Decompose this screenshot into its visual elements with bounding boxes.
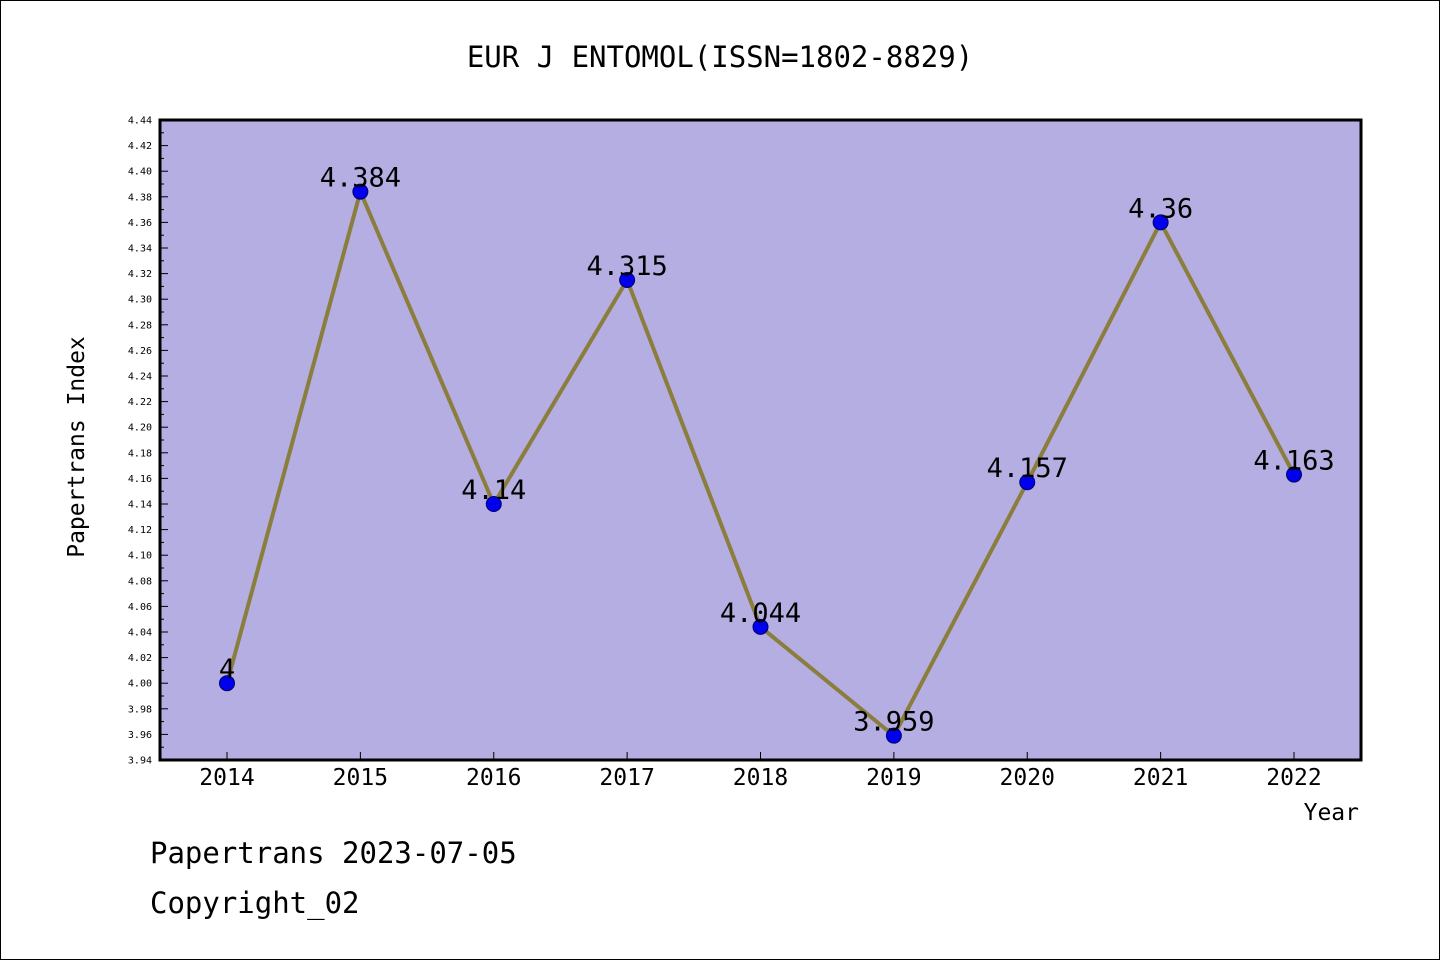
data-series: 4 4.384 4.14 4.315 4.044 3.959 4.157 4.36 4.163 <box>219 163 1335 744</box>
y-tick-label: 3.96 <box>128 730 152 741</box>
data-point <box>885 727 902 744</box>
y-tick-label: 4.08 <box>128 576 152 587</box>
x-tick-label: 2016 <box>466 765 521 791</box>
y-tick-label: 4.16 <box>128 474 152 485</box>
data-label: 4.384 <box>320 163 401 194</box>
x-axis-title: Year <box>1304 800 1359 826</box>
y-tick-label: 4.04 <box>128 628 152 639</box>
plot-border <box>158 118 1363 762</box>
data-label: 4.163 <box>1253 446 1334 477</box>
y-tick-label: 4.02 <box>128 653 152 664</box>
data-point <box>352 183 369 200</box>
x-tick-label: 2018 <box>733 765 788 791</box>
x-tick-label: 2022 <box>1266 765 1321 791</box>
y-tick-label: 3.98 <box>128 704 152 715</box>
y-tick-label: 4.34 <box>128 244 152 255</box>
data-label: 4.14 <box>461 475 526 506</box>
data-point <box>619 272 636 288</box>
data-point <box>485 496 502 512</box>
chart-title: EUR J ENTOMOL(ISSN=1802-8829) <box>467 40 973 74</box>
data-point <box>1019 474 1036 491</box>
y-tick-label: 4.28 <box>128 320 152 331</box>
y-tick-label: 4.18 <box>128 448 152 459</box>
x-axis: 2014 2015 2016 2017 2018 2019 2020 2021 2022 <box>199 752 1322 791</box>
y-tick-label: 4.32 <box>128 269 152 280</box>
x-tick-label: 2017 <box>599 765 654 791</box>
x-tick-label: 2019 <box>866 765 921 791</box>
footer-copyright: Copyright_02 <box>150 886 360 920</box>
y-tick-label: 4.40 <box>128 167 152 178</box>
x-tick-label: 2014 <box>199 765 254 791</box>
x-tick-label: 2021 <box>1133 765 1188 791</box>
y-tick-label: 4.38 <box>128 192 152 203</box>
data-point <box>752 618 769 635</box>
x-tick-label: 2020 <box>1000 765 1055 791</box>
y-tick-label: 4.44 <box>128 116 152 127</box>
y-tick-label: 4.12 <box>128 525 152 536</box>
y-tick-label: 4.30 <box>128 295 152 306</box>
data-label: 4.044 <box>720 598 801 629</box>
y-tick-label: 4.14 <box>128 500 152 511</box>
footer-date: Papertrans 2023-07-05 <box>150 836 517 870</box>
data-label: 4.315 <box>586 251 667 282</box>
y-tick-label: 3.94 <box>128 756 152 767</box>
data-label: 4.36 <box>1128 193 1193 224</box>
y-tick-label: 4.22 <box>128 397 152 408</box>
data-point <box>219 675 235 692</box>
x-tick-label: 2015 <box>333 765 388 791</box>
y-tick-label: 4.26 <box>128 346 152 357</box>
data-point <box>1286 466 1302 483</box>
y-tick-label: 4.00 <box>128 679 152 690</box>
data-point <box>1152 214 1169 231</box>
y-axis: 3.94 3.96 3.98 4.00 4.02 4.04 4.06 4.08 4.10 4.12… <box>128 116 168 767</box>
data-label: 4 <box>219 654 235 685</box>
y-axis-title: Papertrans Index <box>64 336 90 558</box>
data-label: 4.157 <box>987 453 1068 484</box>
y-tick-label: 4.42 <box>128 141 152 152</box>
y-tick-label: 4.20 <box>128 423 152 434</box>
y-tick-label: 4.06 <box>128 602 152 613</box>
data-label: 3.959 <box>853 707 934 738</box>
y-tick-label: 4.10 <box>128 551 152 562</box>
y-tick-label: 4.24 <box>128 372 152 383</box>
y-tick-label: 4.36 <box>128 218 152 229</box>
